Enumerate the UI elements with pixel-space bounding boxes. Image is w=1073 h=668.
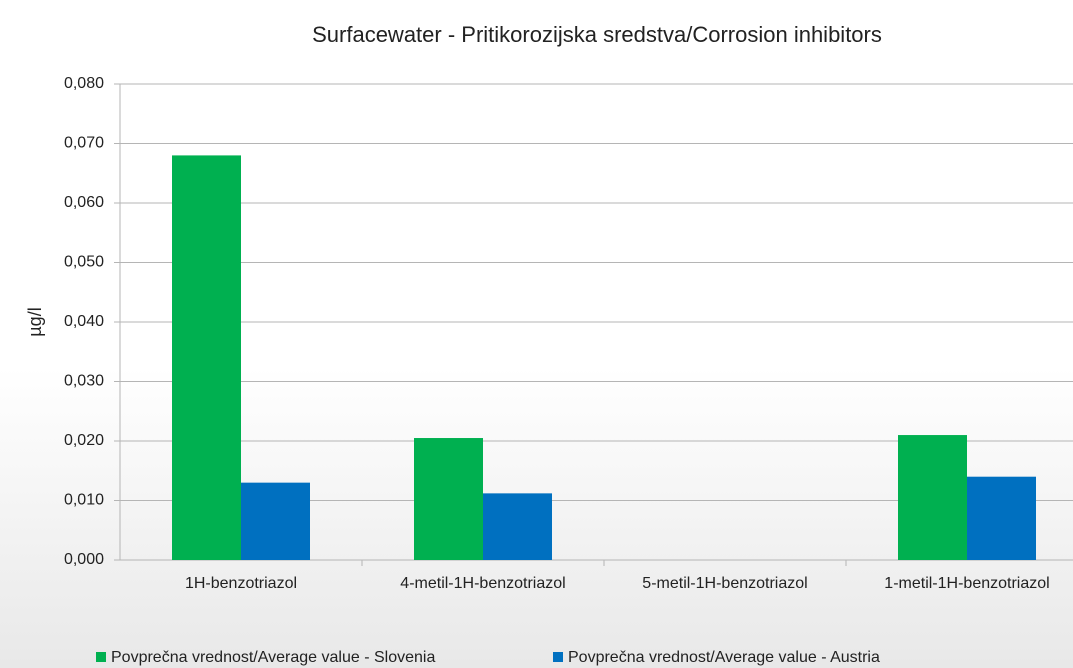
y-tick-label: 0,040 [64, 313, 104, 330]
bar [967, 476, 1036, 560]
legend-swatch [96, 652, 106, 662]
y-tick-label: 0,060 [64, 194, 104, 211]
y-tick-label: 0,020 [64, 432, 104, 449]
y-tick-label: 0,080 [64, 75, 104, 92]
chart-title: Surfacewater - Pritikorozijska sredstva/… [312, 22, 882, 47]
y-tick-label: 0,000 [64, 551, 104, 568]
x-tick-label: 5-metil-1H-benzotriazol [642, 575, 807, 592]
x-tick-label: 1-metil-1H-benzotriazol [884, 575, 1049, 592]
legend-label: Povprečna vrednost/Average value - Slove… [111, 649, 435, 666]
x-tick-label: 1H-benzotriazol [185, 575, 297, 592]
bar [241, 482, 310, 560]
y-tick-label: 0,070 [64, 135, 104, 152]
y-tick-label: 0,030 [64, 373, 104, 390]
y-axis-label: µg/l [25, 307, 45, 336]
y-tick-label: 0,010 [64, 492, 104, 509]
bar [483, 493, 552, 560]
legend-label: Povprečna vrednost/Average value - Austr… [568, 649, 880, 666]
bar [898, 435, 967, 560]
x-tick-label: 4-metil-1H-benzotriazol [400, 575, 565, 592]
y-tick-label: 0,050 [64, 254, 104, 271]
legend-swatch [553, 652, 563, 662]
bar [172, 155, 241, 560]
bar [414, 438, 483, 560]
